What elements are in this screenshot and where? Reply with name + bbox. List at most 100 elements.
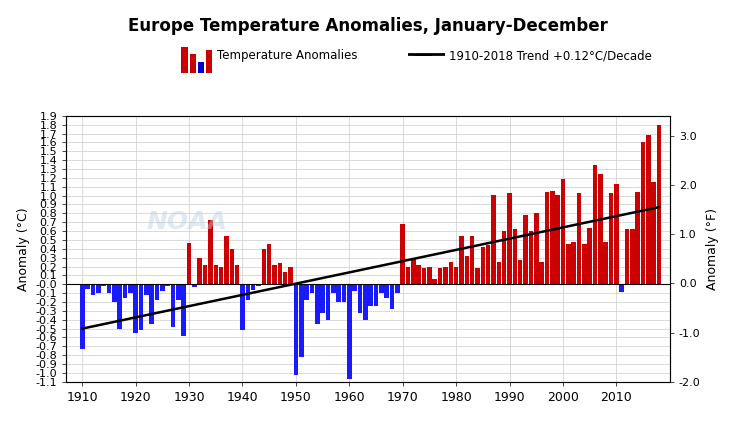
Bar	[235, 265, 239, 284]
Bar	[128, 284, 132, 293]
Bar	[561, 179, 565, 284]
Bar	[422, 268, 426, 284]
Bar	[635, 192, 640, 284]
Bar	[534, 213, 539, 284]
Bar	[91, 284, 95, 295]
Bar	[251, 284, 255, 290]
Bar	[117, 284, 122, 329]
Text: 1910-2018 Trend +0.12°C/Decade: 1910-2018 Trend +0.12°C/Decade	[449, 49, 652, 62]
Text: NOAA: NOAA	[146, 210, 227, 234]
Text: ——: ——	[409, 49, 437, 63]
Bar	[315, 284, 319, 324]
Bar	[336, 284, 341, 302]
Bar	[187, 243, 191, 284]
Bar	[246, 284, 250, 300]
Bar	[123, 284, 127, 298]
Bar	[176, 284, 180, 300]
Bar	[417, 265, 421, 284]
Bar	[190, 54, 196, 73]
Bar	[182, 47, 188, 73]
Bar	[325, 284, 330, 320]
Bar	[342, 284, 346, 302]
Bar	[85, 284, 90, 289]
Bar	[587, 228, 592, 284]
Bar	[277, 263, 282, 284]
Bar	[353, 284, 357, 291]
Bar	[539, 262, 544, 284]
Bar	[369, 284, 373, 306]
Bar	[384, 284, 389, 298]
Bar	[433, 279, 437, 284]
Text: Europe Temperature Anomalies, January-December: Europe Temperature Anomalies, January-De…	[128, 17, 608, 35]
Bar	[651, 182, 656, 284]
Bar	[395, 284, 400, 293]
Bar	[320, 284, 325, 313]
Bar	[604, 242, 608, 284]
Bar	[620, 284, 624, 292]
Bar	[198, 62, 204, 73]
Bar	[261, 249, 266, 284]
Bar	[219, 266, 224, 284]
Bar	[144, 284, 149, 295]
Bar	[528, 231, 533, 284]
Bar	[481, 247, 485, 284]
Bar	[571, 242, 576, 284]
Bar	[197, 258, 202, 284]
Bar	[641, 142, 645, 284]
Bar	[272, 265, 277, 284]
Bar	[550, 191, 554, 284]
Bar	[304, 284, 309, 300]
Bar	[411, 258, 416, 284]
Bar	[427, 266, 432, 284]
Bar	[107, 284, 111, 293]
Bar	[379, 284, 383, 293]
Bar	[598, 174, 603, 284]
Bar	[213, 265, 218, 284]
Bar	[374, 284, 378, 306]
Bar	[443, 266, 447, 284]
Y-axis label: Anomaly (°C): Anomaly (°C)	[17, 207, 30, 290]
Bar	[224, 236, 229, 284]
Bar	[310, 284, 314, 293]
Bar	[625, 230, 629, 284]
Bar	[208, 221, 213, 284]
Bar	[139, 284, 144, 330]
Bar	[102, 284, 106, 286]
Bar	[491, 195, 496, 284]
Bar	[406, 266, 411, 284]
Bar	[283, 272, 288, 284]
Y-axis label: Anomaly (°F): Anomaly (°F)	[706, 208, 719, 290]
Bar	[609, 193, 613, 284]
Bar	[577, 193, 581, 284]
Bar	[502, 231, 506, 284]
Bar	[464, 256, 469, 284]
Bar	[206, 51, 212, 73]
Bar	[331, 284, 336, 293]
Bar	[512, 230, 517, 284]
Bar	[112, 284, 116, 302]
Bar	[470, 236, 475, 284]
Bar	[171, 284, 175, 327]
Bar	[347, 284, 352, 379]
Text: Temperature Anomalies: Temperature Anomalies	[217, 49, 358, 62]
Bar	[149, 284, 154, 324]
Bar	[166, 284, 170, 286]
Bar	[438, 268, 442, 284]
Bar	[390, 284, 394, 309]
Bar	[630, 230, 634, 284]
Bar	[582, 244, 587, 284]
Bar	[545, 192, 549, 284]
Bar	[363, 284, 367, 320]
Bar	[80, 284, 85, 349]
Bar	[203, 265, 208, 284]
Bar	[160, 284, 165, 291]
Bar	[358, 284, 362, 313]
Bar	[96, 284, 101, 293]
Bar	[240, 284, 245, 330]
Bar	[592, 165, 597, 284]
Bar	[497, 262, 501, 284]
Bar	[400, 224, 405, 284]
Bar	[507, 193, 512, 284]
Bar	[459, 236, 464, 284]
Bar	[448, 262, 453, 284]
